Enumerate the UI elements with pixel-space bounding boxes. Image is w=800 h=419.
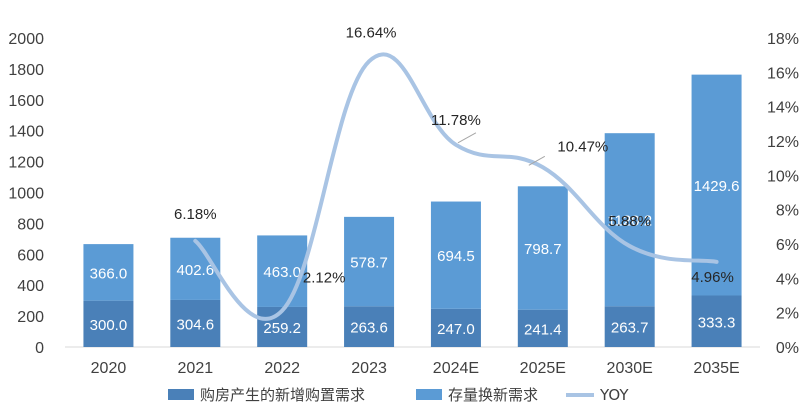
bar-data-label: 300.0: [90, 317, 128, 334]
bar-replacement-demand: [691, 74, 742, 296]
left-axis-tick-label: 1800: [8, 62, 44, 79]
yoy-leader-line: [457, 132, 477, 144]
right-axis-tick-label: 2%: [776, 306, 799, 323]
bar-replacement-demand: [257, 235, 308, 307]
bar-data-label: 259.2: [263, 320, 301, 337]
bar-replacement-demand: [604, 133, 655, 307]
bar-data-label: 241.4: [524, 321, 562, 338]
left-axis-tick-label: 600: [17, 247, 44, 264]
yoy-data-label: 11.78%: [431, 112, 481, 129]
left-axis-tick-label: 1400: [8, 124, 44, 141]
x-axis-tick-label: 2035E: [693, 360, 739, 377]
left-axis-tick-label: 1000: [8, 186, 44, 203]
bar-data-label: 578.7: [350, 255, 388, 272]
legend: 购房产生的新增购置需求 存量换新需求 YOY: [168, 386, 629, 404]
bar-data-label: 1120.2: [607, 213, 652, 230]
x-axis-tick-label: 2024E: [433, 360, 479, 377]
bar-data-label: 247.0: [437, 321, 475, 338]
legend-label-yoy: YOY: [599, 386, 629, 404]
right-axis-tick-label: 16%: [767, 65, 799, 82]
bar-data-label: 263.7: [611, 320, 649, 337]
bar-replacement-demand: [344, 216, 395, 307]
bar-data-label: 694.5: [437, 248, 475, 265]
legend-swatch-new-demand: [168, 389, 194, 400]
x-axis-tick-label: 2030E: [607, 360, 653, 377]
right-axis-tick-label: 12%: [767, 134, 799, 151]
legend-label-replacement-demand: 存量换新需求: [448, 386, 538, 404]
bar-replacement-demand: [170, 237, 221, 300]
bar-new-demand: [257, 306, 308, 347]
left-axis-tick-label: 1200: [8, 155, 44, 172]
yoy-leader-line: [528, 155, 546, 166]
bar-data-label: 304.6: [177, 316, 215, 333]
yoy-data-label: 2.12%: [303, 270, 346, 287]
bar-new-demand: [691, 295, 742, 347]
right-axis-tick-label: 14%: [767, 100, 799, 117]
left-axis-tick-label: 1600: [8, 93, 44, 110]
right-axis-tick-label: 4%: [776, 271, 799, 288]
left-axis-tick-label: 2000: [8, 31, 44, 48]
yoy-data-label: 5.88%: [608, 213, 651, 230]
bar-new-demand: [604, 306, 655, 347]
x-axis-tick-label: 2022: [264, 360, 300, 377]
right-axis-tick-label: 6%: [776, 237, 799, 254]
bar-data-label: 463.0: [263, 264, 301, 281]
bar-data-label: 1429.6: [694, 178, 740, 195]
left-axis-tick-label: 800: [17, 216, 44, 233]
bar-replacement-demand: [517, 186, 568, 310]
bar-data-label: 366.0: [90, 265, 128, 282]
x-axis-tick-label: 2023: [351, 360, 387, 377]
bar-new-demand: [170, 299, 221, 347]
yoy-data-label: 4.96%: [691, 269, 734, 286]
bar-data-label: 798.7: [524, 241, 562, 258]
right-axis-tick-label: 10%: [767, 168, 799, 185]
bar-data-label: 263.6: [350, 320, 388, 337]
left-axis-tick-label: 200: [17, 309, 44, 326]
x-axis-tick-label: 2020: [91, 360, 127, 377]
right-axis-tick-label: 8%: [776, 203, 799, 220]
x-axis-tick-label: 2025E: [520, 360, 566, 377]
bar-replacement-demand: [430, 201, 481, 309]
yoy-data-label: 16.64%: [346, 24, 397, 41]
yoy-data-label: 10.47%: [557, 138, 608, 155]
x-axis-tick-label: 2021: [178, 360, 214, 377]
x-axis-ticks: 2020 2021 2022 2023 2024E 2025E 2030E 2035E: [91, 360, 740, 377]
left-y-axis: 0 200 400 600 800 1000 1200 1400 1600 1800 2000: [8, 31, 44, 357]
legend-swatch-replacement-demand: [416, 389, 442, 400]
bar-new-demand: [430, 308, 481, 347]
bars-group: 300.0 366.0 304.6 402.6 259.2 463.0 263.6 578.7…: [83, 74, 742, 347]
left-axis-tick-label: 0: [35, 340, 44, 357]
yoy-data-label: 6.18%: [174, 206, 217, 223]
yoy-line-group: 6.18% 2.12% 16.64% 11.78% 10.47% 5.88% 4.96%: [174, 24, 734, 321]
yoy-line: [193, 52, 719, 321]
bar-new-demand: [344, 306, 395, 347]
right-y-axis: 0% 2% 4% 6% 8% 10% 12% 14% 16% 18%: [767, 31, 799, 357]
left-axis-tick-label: 400: [17, 278, 44, 295]
bar-new-demand: [517, 309, 568, 347]
bar-replacement-demand: [83, 244, 134, 301]
bar-data-label: 402.6: [177, 262, 215, 279]
bar-data-label: 333.3: [698, 314, 736, 331]
bar-new-demand: [83, 300, 134, 347]
legend-label-new-demand: 购房产生的新增购置需求: [200, 386, 365, 404]
right-axis-tick-label: 18%: [767, 31, 799, 48]
right-axis-tick-label: 0%: [776, 340, 799, 357]
